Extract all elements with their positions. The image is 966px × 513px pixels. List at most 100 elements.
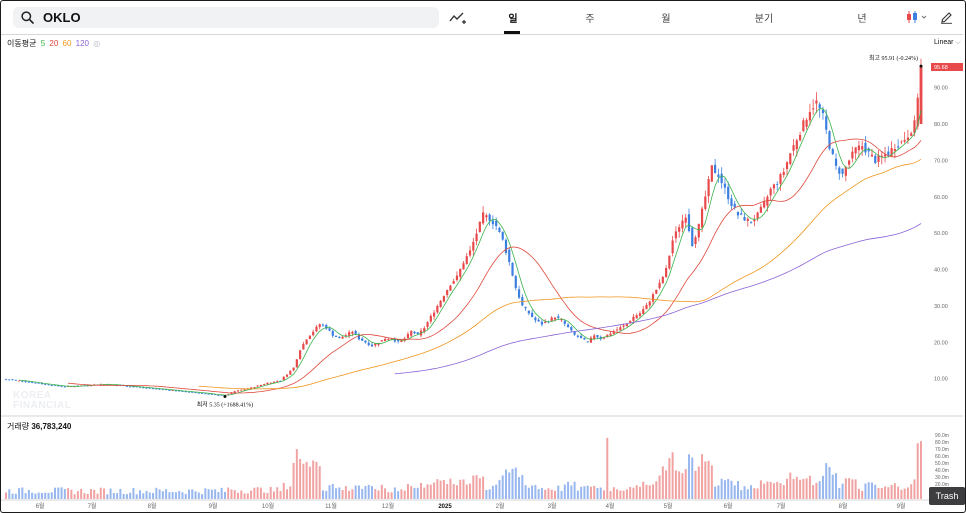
candle-body	[743, 216, 746, 221]
volume-bar	[374, 489, 377, 499]
candle-body	[60, 385, 63, 387]
candle-body	[501, 231, 504, 240]
volume-bar	[648, 485, 651, 499]
candle-body	[897, 146, 900, 148]
tab-year[interactable]: 년	[857, 14, 867, 25]
low-annotation: 최저 5.35 (+1688.41%)	[197, 401, 253, 409]
volume-bar	[377, 490, 380, 499]
trash-button[interactable]: Trash	[929, 487, 965, 505]
volume-bar	[848, 478, 851, 499]
moving-average-legend[interactable]: 이동평균 5 20 60 120 ◎	[7, 38, 102, 49]
y-tick-label: 10.00	[934, 377, 948, 383]
tab-quarter[interactable]: 분기	[754, 14, 774, 25]
volume-bar	[47, 492, 50, 499]
candle-body	[315, 326, 318, 332]
trend-chart-icon[interactable]	[449, 10, 467, 26]
volume-bar	[589, 486, 592, 499]
volume-bar	[44, 492, 47, 499]
candle-body	[527, 310, 530, 314]
x-tick-label: 8월	[839, 502, 848, 510]
candle-body	[615, 329, 619, 331]
candle-body	[635, 315, 638, 319]
candle-body	[468, 250, 472, 256]
candle-body	[857, 145, 861, 151]
volume-bar	[821, 475, 824, 499]
volume-bar	[576, 490, 579, 499]
ma-settings-icon[interactable]: ◎	[93, 39, 101, 48]
candle-body	[207, 393, 210, 395]
volume-tick-label: 20.0m	[935, 482, 949, 488]
candle-body	[259, 384, 262, 387]
candle-body	[17, 380, 21, 382]
search-input[interactable]: OKLO	[43, 10, 81, 25]
volume-bar	[906, 487, 909, 499]
volume-bar	[501, 475, 504, 499]
volume-bar	[900, 489, 903, 499]
candle-body	[753, 219, 756, 222]
y-tick-label: 80.00	[934, 122, 948, 128]
volume-bar	[138, 490, 141, 499]
candle-body	[364, 340, 367, 343]
volume-bar	[112, 493, 115, 499]
volume-bar	[400, 489, 403, 499]
volume-bar	[276, 487, 279, 499]
volume-bar	[96, 493, 99, 499]
volume-bar	[570, 485, 573, 499]
volume-bar	[678, 471, 681, 499]
y-tick-label: 60.00	[934, 195, 948, 201]
volume-bar	[632, 487, 635, 499]
volume-bar	[184, 493, 187, 499]
volume-bar	[217, 492, 220, 499]
candle-body	[821, 109, 825, 114]
volume-bar	[269, 486, 272, 499]
volume-tick-label: 40.0m	[935, 468, 949, 474]
candle-body	[446, 290, 449, 296]
volume-bar	[792, 478, 795, 499]
candle-body	[465, 256, 468, 264]
candle-body	[4, 379, 8, 381]
candlestick-icon[interactable]	[906, 11, 928, 24]
candle-body	[302, 344, 305, 350]
candle-body	[544, 321, 547, 323]
candle-body	[612, 331, 615, 334]
candle-body	[887, 151, 890, 156]
volume-bar	[714, 486, 717, 499]
candle-body	[374, 343, 377, 346]
volume-bar	[40, 492, 43, 499]
candle-body	[125, 386, 129, 387]
candle-body	[514, 276, 517, 289]
volume-bar	[828, 467, 831, 499]
candle-body	[906, 137, 910, 141]
candle-body	[877, 155, 880, 162]
scale-mode-selector[interactable]: Linear ⌵	[934, 39, 961, 47]
x-tick-label: 8월	[148, 502, 157, 510]
candle-body	[776, 184, 779, 185]
search-box[interactable]: OKLO	[13, 7, 439, 28]
volume-bar	[426, 484, 429, 499]
pencil-icon[interactable]	[940, 11, 953, 24]
volume-bar	[161, 491, 164, 499]
tab-day[interactable]: 일	[508, 14, 518, 25]
candle-body	[834, 158, 838, 166]
volume-bar	[802, 478, 805, 499]
volume-bar	[835, 473, 838, 499]
volume-bar	[687, 454, 690, 499]
candle-body	[805, 119, 808, 127]
volume-bar	[704, 461, 707, 499]
candle-body	[880, 155, 883, 157]
volume-bar	[214, 489, 217, 499]
volume-bar	[753, 488, 756, 499]
candle-body	[442, 296, 445, 302]
ma-60-line	[198, 158, 922, 390]
tab-month[interactable]: 월	[661, 14, 671, 25]
volume-bar	[776, 481, 779, 499]
candle-body	[184, 391, 187, 393]
volume-bar	[433, 482, 436, 499]
volume-bar	[527, 487, 530, 499]
volume-bar	[857, 488, 860, 499]
candle-body	[668, 255, 671, 269]
volume-bar	[903, 488, 906, 499]
tab-week[interactable]: 주	[585, 14, 595, 25]
volume-bar	[299, 459, 302, 499]
